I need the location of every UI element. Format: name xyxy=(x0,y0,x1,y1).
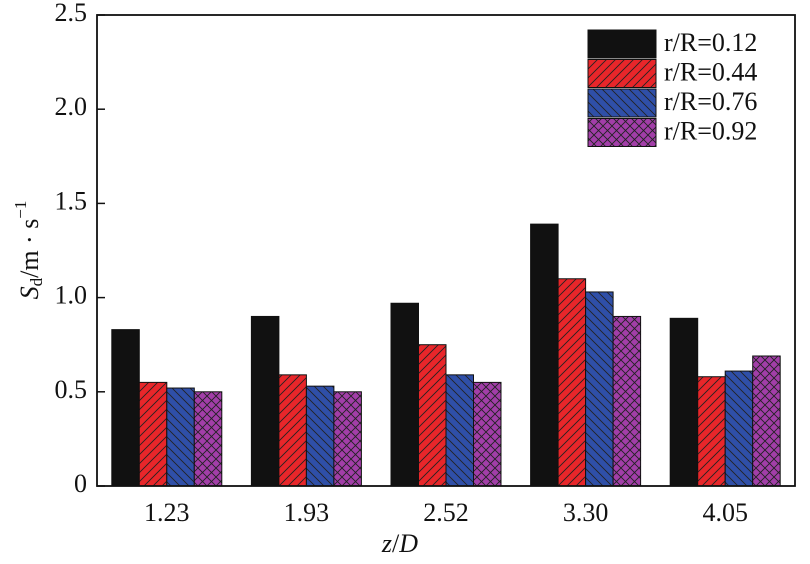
legend-swatch xyxy=(587,118,657,147)
bar xyxy=(724,370,754,487)
x-label-part: / xyxy=(392,529,400,558)
bar xyxy=(305,385,335,487)
plot-frame xyxy=(96,14,796,487)
y-label-part: −1 xyxy=(11,201,30,219)
y-label-part: S xyxy=(15,286,44,299)
bar xyxy=(390,302,419,487)
bar xyxy=(278,374,307,487)
legend-label: r/R=0.76 xyxy=(664,87,757,116)
bar xyxy=(250,315,280,487)
y-tick-label: 1.5 xyxy=(55,186,88,215)
bar xyxy=(585,291,614,487)
y-label-part: d xyxy=(27,277,46,286)
x-tick-label: 1.93 xyxy=(284,498,330,527)
bar xyxy=(752,355,781,487)
y-tick-label: 2.0 xyxy=(55,92,88,121)
x-tick-label: 3.30 xyxy=(563,498,609,527)
x-tick-label: 1.23 xyxy=(144,498,190,527)
x-label-part: z xyxy=(381,529,392,558)
legend-label: r/R=0.12 xyxy=(664,28,757,57)
bar xyxy=(445,374,474,487)
y-tick-label: 1.0 xyxy=(55,281,88,310)
bar xyxy=(193,391,223,487)
bar xyxy=(166,387,195,487)
bar xyxy=(418,344,447,487)
y-label-part: /m · s xyxy=(15,219,44,278)
legend-swatch xyxy=(587,29,657,59)
bar xyxy=(697,376,726,487)
y-axis-label: Sd/m · s−1 xyxy=(11,201,46,300)
legend-swatch xyxy=(587,59,657,88)
bar xyxy=(138,381,168,487)
x-tick-label: 2.52 xyxy=(423,498,469,527)
bar xyxy=(111,329,140,487)
x-label-part: D xyxy=(398,529,418,558)
y-tick-label: 2.5 xyxy=(55,0,88,27)
bar xyxy=(669,317,699,487)
legend-swatch xyxy=(587,88,657,118)
y-tick-label: 0 xyxy=(74,469,87,498)
legend-label: r/R=0.92 xyxy=(664,116,757,145)
x-tick-label: 4.05 xyxy=(702,498,748,527)
y-tick-label: 0.5 xyxy=(55,375,88,404)
bar xyxy=(557,278,587,487)
bar xyxy=(530,223,559,487)
bar xyxy=(612,315,642,487)
legend-label: r/R=0.44 xyxy=(664,57,757,86)
x-axis-label: z/D xyxy=(381,529,418,558)
bar xyxy=(473,381,502,487)
bar xyxy=(333,391,362,487)
